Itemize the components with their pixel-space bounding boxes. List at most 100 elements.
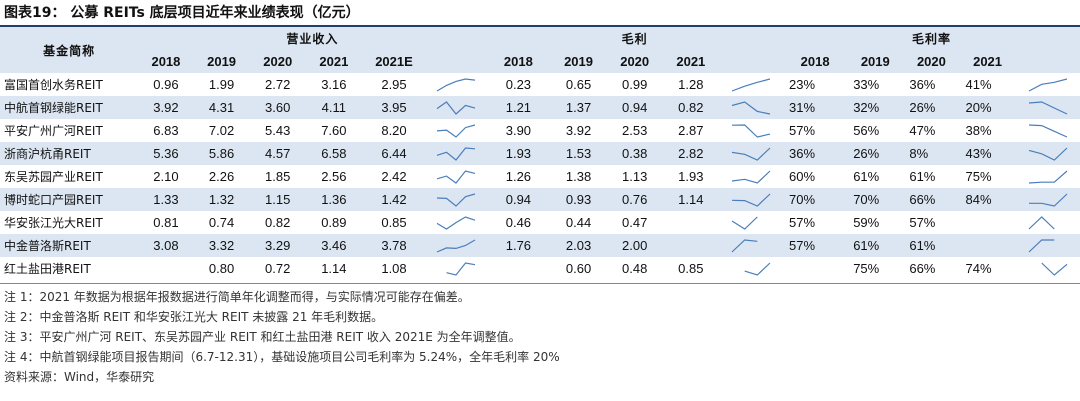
revenue-cell: 8.20 (361, 119, 427, 142)
sparkline (731, 170, 771, 184)
fund-name-cell: 浙商沪杭甬REIT (0, 142, 139, 165)
revenue-cell: 1.15 (249, 188, 306, 211)
footnote: 注 3：平安广州广河 REIT、东吴苏园产业 REIT 和红土盐田港 REIT … (4, 330, 521, 344)
sparkline-path (731, 147, 771, 161)
year-header: 2020 (249, 50, 306, 73)
gross-margin-sparkline-cell (1015, 142, 1080, 165)
revenue-cell: 3.60 (249, 96, 306, 119)
year-header: 2021E (361, 50, 427, 73)
sparkline-path (1028, 100, 1068, 115)
gross-profit-cell: 0.82 (662, 96, 719, 119)
gross-profit-cell: 1.53 (550, 142, 607, 165)
gross-margin-cell: 31% (783, 96, 848, 119)
sparkline-header (718, 50, 784, 73)
gross-margin-cell: 36% (903, 73, 960, 96)
year-header: 2018 (138, 50, 194, 73)
footnote: 注 4：中航首钢绿能项目报告期间（6.7-12.31），基础设施项目公司毛利率为… (4, 350, 560, 364)
sparkline (1028, 238, 1055, 252)
gross-margin-cell: 47% (903, 119, 960, 142)
gross-profit-cell: 2.00 (606, 234, 663, 257)
year-header: 2019 (550, 50, 607, 73)
sparkline-path (731, 238, 758, 252)
year-header: 2020 (606, 50, 663, 73)
sparkline-path (436, 215, 476, 230)
gross-profit-cell: 1.93 (662, 165, 719, 188)
sparkline-path (1028, 123, 1068, 138)
table-top-rule (0, 25, 1080, 27)
sparkline (1028, 147, 1068, 161)
source-note: 资料来源：Wind，华泰研究 (4, 370, 155, 384)
sparkline-path (731, 123, 771, 138)
gross-margin-cell: 8% (903, 142, 960, 165)
revenue-sparkline-cell (426, 73, 487, 96)
gross-margin-cell: 66% (903, 188, 960, 211)
sparkline-path (446, 261, 476, 276)
table-bottom-rule (0, 283, 1080, 284)
revenue-cell: 0.85 (361, 211, 427, 234)
gross-profit-cell: 1.38 (550, 165, 607, 188)
gross-profit-cell (486, 257, 551, 280)
sparkline (1041, 262, 1068, 276)
revenue-cell: 6.44 (361, 142, 427, 165)
gross-margin-cell: 23% (783, 73, 848, 96)
group-header-revenue: 营业收入 (138, 27, 487, 50)
reits-performance-table: 基金简称 营业收入 毛利 毛利率 2018 2019 2020 2021 202… (0, 27, 1080, 280)
revenue-cell: 4.31 (193, 96, 250, 119)
sparkline-path (744, 262, 771, 276)
revenue-cell: 2.72 (249, 73, 306, 96)
sparkline (1028, 123, 1068, 138)
revenue-sparkline-cell (426, 211, 487, 234)
sparkline (1028, 100, 1068, 115)
gross-profit-cell: 0.47 (606, 211, 663, 234)
year-header: 2021 (662, 50, 719, 73)
footnote: 注 1：2021 年数据为根据年报数据进行简单年化调整而得，与实际情况可能存在偏… (4, 290, 470, 304)
fund-name-cell: 博时蛇口产园REIT (0, 188, 139, 211)
gross-profit-sparkline-cell (718, 234, 784, 257)
sparkline (436, 238, 476, 253)
gross-margin-cell: 59% (847, 211, 904, 234)
revenue-cell: 5.43 (249, 119, 306, 142)
gross-profit-cell: 2.03 (550, 234, 607, 257)
gross-margin-cell: 56% (847, 119, 904, 142)
gross-profit-sparkline-cell (718, 142, 784, 165)
gross-profit-cell: 0.93 (550, 188, 607, 211)
sparkline-path (731, 193, 771, 207)
gross-margin-cell: 61% (903, 234, 960, 257)
sparkline-path (1028, 170, 1068, 184)
gross-margin-sparkline-cell (1015, 257, 1080, 280)
gross-profit-cell: 1.13 (606, 165, 663, 188)
revenue-cell: 2.42 (361, 165, 427, 188)
revenue-cell: 4.57 (249, 142, 306, 165)
sparkline (744, 262, 771, 276)
revenue-cell: 4.11 (305, 96, 362, 119)
gross-profit-cell: 0.65 (550, 73, 607, 96)
gross-profit-cell (662, 234, 719, 257)
sparkline (437, 146, 476, 161)
gross-margin-cell: 41% (959, 73, 1016, 96)
revenue-cell: 0.81 (138, 211, 194, 234)
revenue-cell: 1.33 (138, 188, 194, 211)
footnotes: 注 1：2021 年数据为根据年报数据进行简单年化调整而得，与实际情况可能存在偏… (4, 287, 1074, 387)
revenue-cell: 0.82 (249, 211, 306, 234)
fund-name-cell: 东吴苏园产业REIT (0, 165, 139, 188)
gross-profit-cell: 0.76 (606, 188, 663, 211)
sparkline-path (731, 216, 758, 230)
gross-profit-cell: 2.87 (662, 119, 719, 142)
gross-margin-cell: 57% (783, 234, 848, 257)
gross-margin-cell: 26% (903, 96, 960, 119)
gross-margin-cell: 84% (959, 188, 1016, 211)
gross-margin-cell: 61% (847, 234, 904, 257)
revenue-cell: 5.86 (193, 142, 250, 165)
sparkline-path (437, 123, 476, 138)
gross-profit-cell: 0.46 (486, 211, 551, 234)
sparkline (731, 238, 758, 252)
gross-profit-cell: 3.90 (486, 119, 551, 142)
revenue-cell: 7.02 (193, 119, 250, 142)
gross-margin-cell: 66% (903, 257, 960, 280)
gross-margin-cell: 75% (959, 165, 1016, 188)
table-row: 富国首创水务REIT 0.96 1.99 2.72 3.16 2.95 0.23 0.65 0.… (0, 73, 1080, 96)
group-header-gross-margin: 毛利率 (783, 27, 1080, 50)
gross-profit-sparkline-cell (718, 73, 784, 96)
gross-profit-cell: 0.60 (550, 257, 607, 280)
gross-margin-cell: 57% (903, 211, 960, 234)
